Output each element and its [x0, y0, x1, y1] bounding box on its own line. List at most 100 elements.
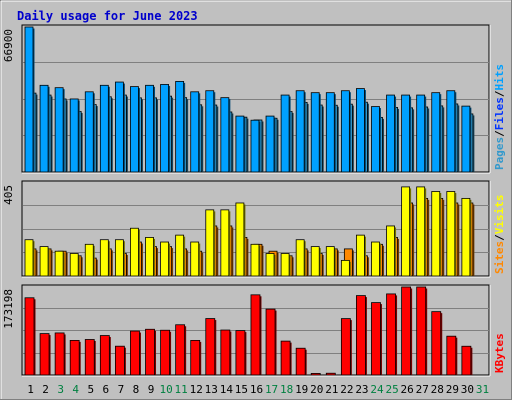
x-tick-label: 1: [27, 383, 34, 396]
bar-visits: [54, 250, 64, 277]
x-tick-label: 16: [250, 383, 263, 396]
bar-kbytes: [325, 372, 336, 376]
bar-visits: [205, 209, 215, 277]
x-tick-label: 19: [295, 383, 308, 396]
bar-hits: [160, 84, 169, 173]
bar-hits: [371, 106, 380, 173]
bar-kbytes: [250, 294, 261, 376]
x-tick-label: 25: [385, 383, 398, 396]
bar-kbytes: [265, 308, 276, 376]
x-tick-label: 12: [190, 383, 203, 396]
bar-hits: [205, 90, 215, 173]
bar-visits: [160, 241, 169, 277]
legend-item-sites: Sites: [493, 241, 506, 274]
x-tick-label: 29: [446, 383, 459, 396]
x-tick-label: 17: [265, 383, 278, 396]
bar-kbytes: [416, 286, 427, 376]
y-max-label: 66900: [2, 29, 15, 62]
legend-separator: /: [493, 90, 506, 97]
bar-visits: [280, 253, 290, 277]
x-tick-label: 21: [325, 383, 338, 396]
x-tick-label: 2: [42, 383, 49, 396]
bar-kbytes: [356, 295, 366, 376]
bar-hits: [325, 92, 335, 173]
bar-kbytes: [401, 286, 412, 376]
legend-item-hits: Hits: [493, 64, 506, 91]
bar-kbytes: [280, 340, 291, 376]
chart-title: Daily usage for June 2023: [17, 9, 198, 23]
bar-visits: [175, 234, 185, 277]
x-tick-label: 6: [103, 383, 110, 396]
bar-hits: [24, 26, 34, 173]
legend-separator: /: [493, 234, 506, 241]
legend-item-files: Files: [493, 97, 506, 130]
x-tick-label: 27: [416, 383, 429, 396]
bar-hits: [84, 91, 94, 173]
x-tick-label: 11: [175, 383, 188, 396]
bar-kbytes: [99, 335, 110, 376]
bar-visits: [250, 243, 260, 277]
bar-hits: [295, 90, 305, 173]
legend-item-visits: Visits: [493, 195, 506, 235]
bar-hits: [461, 105, 471, 173]
bar-hits: [310, 92, 320, 173]
bar-hits: [265, 115, 275, 173]
bar-visits: [431, 191, 441, 277]
x-tick-label: 18: [280, 383, 293, 396]
bar-kbytes: [371, 302, 381, 376]
x-tick-label: 3: [57, 383, 64, 396]
bar-kbytes: [340, 318, 351, 376]
x-tick-label: 31: [476, 383, 489, 396]
bar-kbytes: [84, 339, 95, 376]
x-tick-label: 23: [355, 383, 368, 396]
bar-hits: [386, 94, 395, 173]
bar-kbytes: [130, 330, 140, 376]
x-tick-label: 15: [235, 383, 248, 396]
x-tick-label: 8: [133, 383, 140, 396]
bar-visits: [220, 209, 230, 277]
bar-kbytes: [39, 333, 50, 376]
bar-kbytes: [145, 328, 155, 376]
legend-item-pages: Pages: [493, 137, 506, 170]
bar-kbytes: [54, 332, 65, 376]
x-tick-label: 4: [72, 383, 79, 396]
bar-visits: [39, 246, 49, 277]
bar-visits: [340, 259, 350, 277]
bar-visits: [24, 239, 34, 277]
bar-visits: [325, 246, 335, 277]
bar-visits: [356, 234, 365, 277]
bar-visits: [190, 241, 200, 277]
bar-kbytes: [175, 324, 186, 376]
bar-hits: [250, 119, 260, 173]
x-tick-label: 26: [401, 383, 414, 396]
bar-hits: [401, 94, 411, 173]
legend-separator: /: [493, 130, 506, 137]
bar-hits: [446, 90, 456, 173]
bar-kbytes: [160, 329, 170, 376]
bar-hits: [130, 86, 139, 173]
bar-hits: [114, 81, 124, 173]
bar-visits: [99, 239, 109, 277]
x-tick-label: 7: [118, 383, 125, 396]
bar-hits: [145, 84, 154, 173]
bar-kbytes: [190, 339, 201, 376]
bar-kbytes: [205, 318, 216, 376]
bar-visits: [401, 186, 411, 277]
bar-kbytes: [310, 373, 321, 376]
bar-kbytes: [386, 293, 396, 376]
bar-kbytes: [431, 311, 442, 376]
x-tick-label: 9: [148, 383, 155, 396]
bar-kbytes: [69, 339, 80, 376]
bar-visits: [130, 227, 139, 277]
bar-hits: [69, 98, 79, 173]
bar-visits: [84, 243, 94, 277]
bar-hits: [54, 87, 64, 173]
bar-hits: [235, 115, 245, 173]
legend-item-kbytes: KBytes: [493, 333, 506, 373]
bar-visits: [114, 239, 124, 277]
bar-visits: [265, 253, 275, 277]
bar-visits: [69, 253, 79, 277]
bar-visits: [386, 225, 395, 277]
y-max-label: 405: [2, 185, 15, 205]
